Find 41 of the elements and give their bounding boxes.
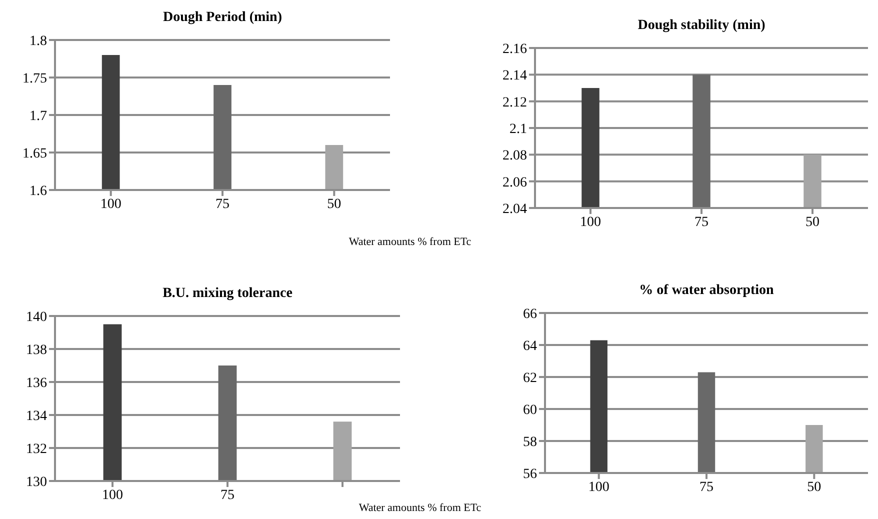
y-tick-label: 60 <box>523 402 537 418</box>
x-tick-label: 50 <box>327 196 342 212</box>
x-tick-label: 100 <box>588 480 610 495</box>
chart-title: Dough Period (min) <box>162 10 283 26</box>
x-tick-label: 50 <box>807 480 822 495</box>
x-tick-label: 75 <box>694 214 708 230</box>
y-tick-label: 2.16 <box>502 42 527 57</box>
chart-title: B.U. mixing tolerance <box>162 286 294 302</box>
y-tick-label: 138 <box>26 342 47 358</box>
y-tick-label: 1.8 <box>30 34 47 49</box>
y-tick-label: 2.1 <box>510 122 527 137</box>
x-axis-title: Water amounts % from ETc <box>358 502 482 514</box>
y-tick-label: 136 <box>26 376 47 391</box>
x-axis-title: Water amounts % from ETc <box>348 236 472 248</box>
y-tick-label: 1.75 <box>22 71 47 86</box>
y-tick-label: 1.65 <box>22 146 47 162</box>
x-tick-label: 75 <box>700 480 714 495</box>
y-tick-label: 1.6 <box>30 184 47 199</box>
x-tick-label: 50 <box>806 214 820 230</box>
x-tick-label: 75 <box>220 488 234 503</box>
chart-title: Dough stability (min) <box>636 18 766 34</box>
y-tick-label: 2.08 <box>502 148 527 164</box>
x-tick-label: 100 <box>100 196 122 212</box>
y-tick-label: 2.06 <box>502 175 527 190</box>
y-tick-label: 58 <box>523 434 537 450</box>
y-tick-label: 130 <box>26 474 47 490</box>
y-tick-label: 64 <box>523 338 537 354</box>
y-tick-label: 134 <box>26 408 47 424</box>
x-tick-label: 75 <box>216 196 230 212</box>
y-tick-label: 62 <box>523 370 537 386</box>
y-tick-label: 2.04 <box>502 202 527 217</box>
y-tick-label: 56 <box>523 466 537 482</box>
chart-title: % of water absorption <box>638 283 775 299</box>
y-tick-label: 140 <box>26 310 47 325</box>
y-tick-label: 2.14 <box>502 68 527 84</box>
y-tick-label: 2.12 <box>502 95 527 110</box>
y-tick-label: 1.7 <box>30 108 47 124</box>
y-tick-label: 132 <box>26 442 47 457</box>
y-tick-label: 66 <box>523 306 537 322</box>
x-tick-label: 100 <box>580 214 601 230</box>
x-tick-label: 100 <box>102 488 123 503</box>
